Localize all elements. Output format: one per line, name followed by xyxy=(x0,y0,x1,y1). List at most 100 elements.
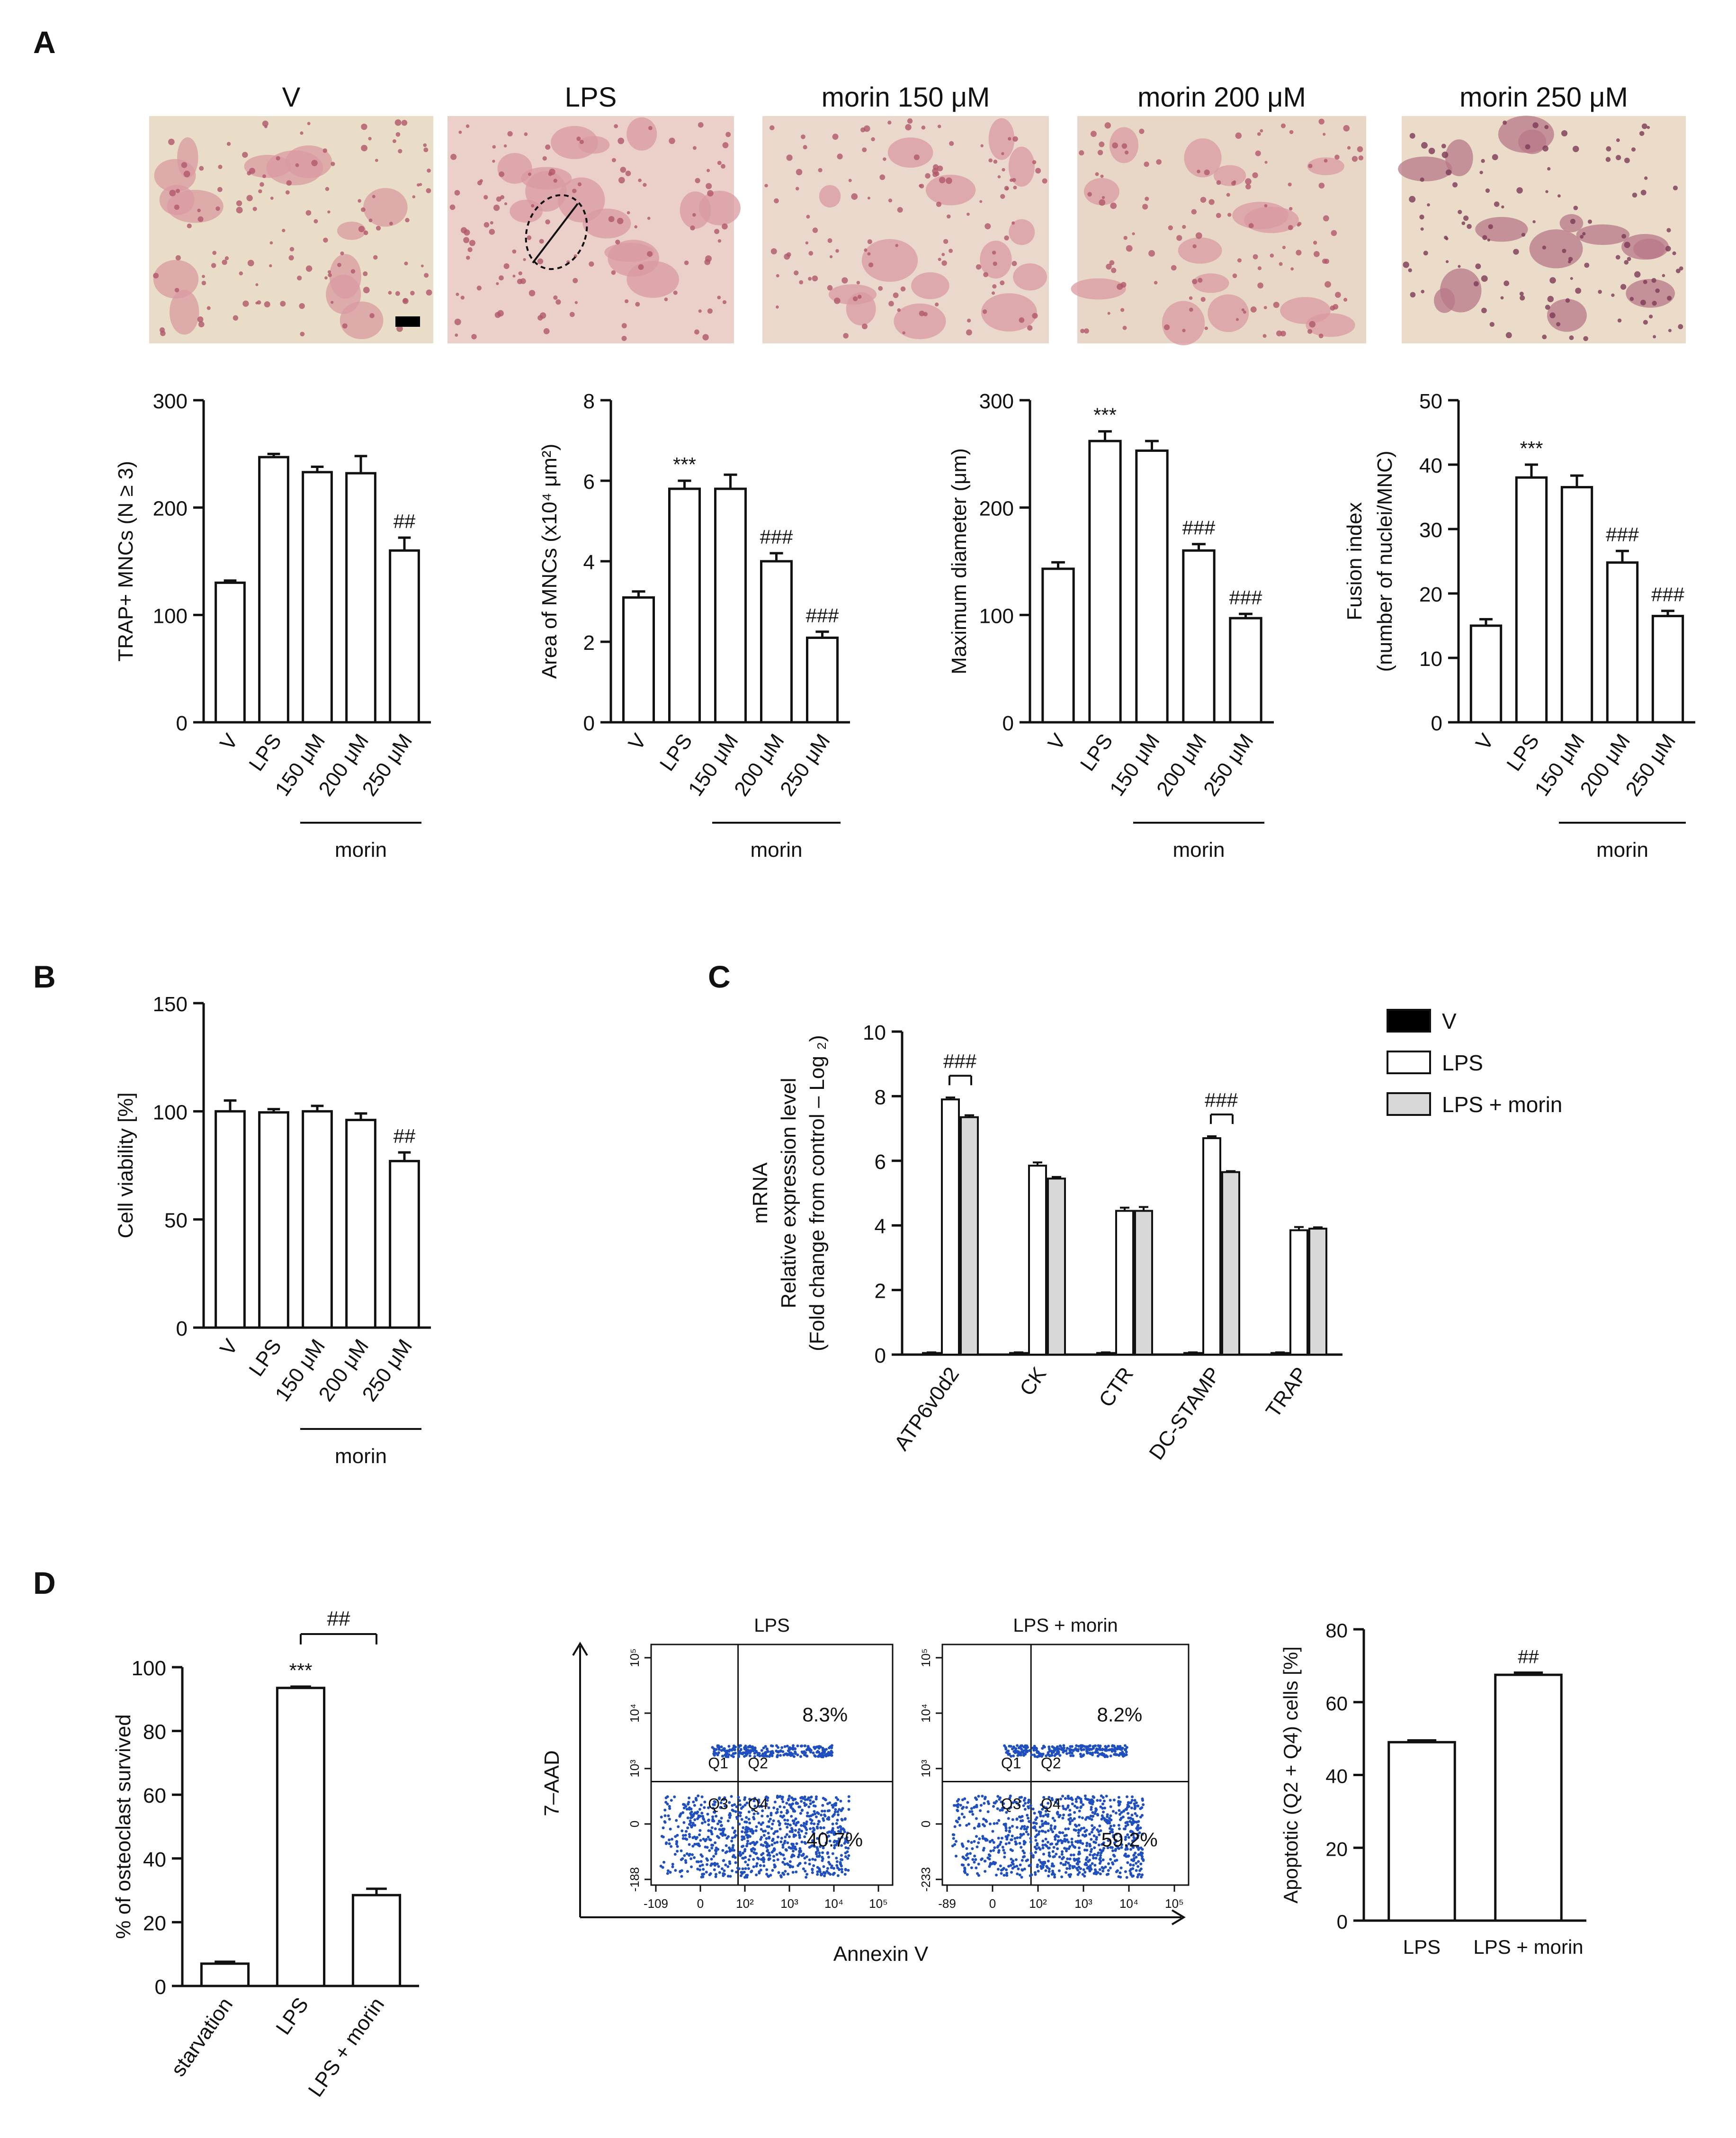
event-point xyxy=(1125,1876,1128,1879)
event-point xyxy=(795,1842,798,1845)
cell-dot xyxy=(1087,192,1092,197)
event-point xyxy=(772,1806,776,1809)
event-point xyxy=(807,1746,810,1750)
event-point xyxy=(746,1842,749,1845)
cell-blob xyxy=(604,243,654,262)
event-point xyxy=(1105,1795,1108,1798)
event-point xyxy=(788,1803,791,1806)
cell-dot xyxy=(1640,299,1646,305)
panel-letter-A: A xyxy=(33,25,56,60)
event-point xyxy=(1130,1806,1133,1810)
cell-dot xyxy=(1458,209,1462,215)
event-point xyxy=(747,1810,751,1814)
cell-dot xyxy=(1255,150,1261,156)
event-point xyxy=(1093,1853,1096,1856)
cell-dot xyxy=(1420,227,1424,231)
event-point xyxy=(1060,1747,1064,1750)
cell-dot xyxy=(1409,133,1415,139)
event-point xyxy=(1065,1747,1069,1750)
cell-dot xyxy=(300,332,305,337)
event-point xyxy=(1041,1843,1045,1847)
event-point xyxy=(1033,1744,1036,1748)
event-point xyxy=(983,1797,986,1800)
cell-blob xyxy=(894,303,946,340)
event-point xyxy=(765,1802,768,1806)
event-point xyxy=(1005,1838,1009,1841)
event-point xyxy=(1041,1840,1045,1843)
cell-dot xyxy=(467,247,473,252)
cell-dot xyxy=(1013,185,1017,189)
cell-dot xyxy=(396,325,403,332)
cell-dot xyxy=(1655,288,1660,293)
cell-dot xyxy=(579,140,584,144)
event-point xyxy=(954,1854,957,1858)
event-point xyxy=(783,1863,787,1866)
cell-dot xyxy=(469,240,476,246)
event-point xyxy=(970,1866,973,1869)
event-point xyxy=(776,1841,779,1844)
event-point xyxy=(832,1804,836,1807)
event-point xyxy=(1013,1800,1017,1804)
bar xyxy=(760,560,793,724)
event-point xyxy=(743,1837,746,1841)
event-point xyxy=(1079,1755,1083,1758)
event-point xyxy=(684,1859,687,1862)
cell-dot xyxy=(1335,292,1341,298)
cell-dot xyxy=(827,238,832,243)
cell-dot xyxy=(707,190,714,197)
event-point xyxy=(841,1870,844,1874)
y-tick-label: 20 xyxy=(143,1912,166,1935)
event-point xyxy=(817,1812,820,1815)
micrograph-title: morin 200 μM xyxy=(1137,82,1306,113)
event-point xyxy=(1099,1799,1102,1802)
cell-dot xyxy=(1357,146,1363,153)
cell-dot xyxy=(423,147,429,153)
cell-dot xyxy=(269,264,272,268)
group-label: morin xyxy=(1596,838,1648,862)
event-point xyxy=(761,1844,765,1847)
event-point xyxy=(717,1865,720,1868)
bar-lps-morin xyxy=(1134,1210,1153,1356)
cell-dot xyxy=(1485,188,1490,193)
cell-dot xyxy=(935,302,939,306)
event-point xyxy=(1023,1797,1027,1800)
event-point xyxy=(676,1850,679,1853)
cell-dot xyxy=(1492,154,1498,161)
event-point xyxy=(1109,1798,1112,1802)
event-point xyxy=(1054,1825,1057,1828)
cell-dot xyxy=(296,275,302,281)
cell-dot xyxy=(1557,194,1561,198)
event-point xyxy=(1049,1824,1053,1827)
upper-right-percent: 8.2% xyxy=(1097,1704,1143,1726)
bar-lps-morin xyxy=(1047,1177,1066,1356)
event-point xyxy=(796,1753,799,1757)
event-point xyxy=(715,1815,718,1818)
event-point xyxy=(753,1805,757,1808)
x-tick-label: DC-STAMP xyxy=(1145,1363,1225,1464)
event-point xyxy=(676,1833,679,1837)
event-point xyxy=(802,1822,805,1825)
event-point xyxy=(1013,1837,1017,1840)
event-point xyxy=(821,1857,824,1860)
cell-dot xyxy=(507,131,513,137)
event-point xyxy=(1126,1806,1129,1809)
cell-blob xyxy=(578,136,610,154)
event-point xyxy=(762,1834,766,1837)
event-point xyxy=(747,1817,751,1821)
event-point xyxy=(805,1876,808,1879)
significance-label: ### xyxy=(1651,584,1684,606)
event-point xyxy=(830,1750,833,1753)
event-point xyxy=(766,1849,769,1852)
cell-dot xyxy=(861,323,868,330)
event-point xyxy=(800,1809,804,1812)
event-point xyxy=(806,1798,809,1801)
significance-label: ## xyxy=(1518,1646,1539,1667)
cell-dot xyxy=(1598,289,1602,294)
cell-dot xyxy=(608,216,615,222)
event-point xyxy=(1074,1797,1078,1801)
event-point xyxy=(804,1869,807,1873)
event-point xyxy=(794,1817,797,1821)
event-point xyxy=(798,1836,801,1839)
quadrant-label: Q1 xyxy=(1001,1755,1021,1772)
event-point xyxy=(755,1825,758,1828)
